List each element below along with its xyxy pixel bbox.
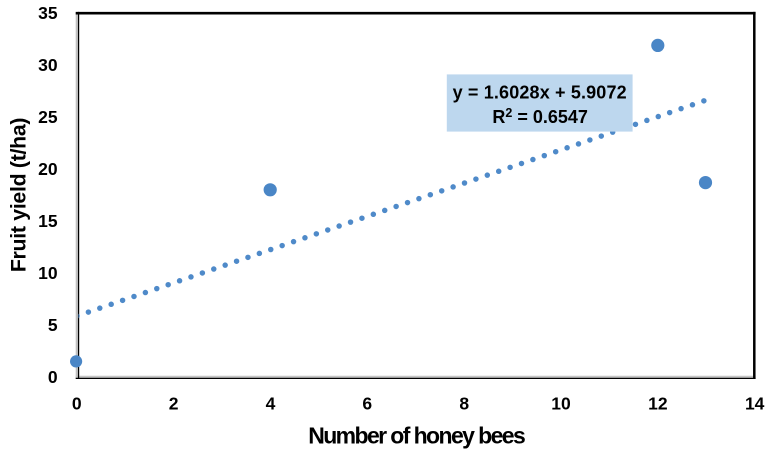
svg-text:10: 10: [38, 263, 58, 283]
svg-text:25: 25: [38, 107, 58, 127]
svg-text:10: 10: [551, 393, 571, 413]
svg-text:6: 6: [362, 393, 372, 413]
svg-text:12: 12: [648, 393, 668, 413]
svg-text:4: 4: [266, 393, 276, 413]
svg-text:15: 15: [38, 211, 58, 231]
svg-text:0: 0: [72, 393, 82, 413]
svg-text:0: 0: [48, 367, 58, 387]
svg-text:20: 20: [38, 159, 58, 179]
svg-text:14: 14: [745, 393, 765, 413]
svg-text:5: 5: [48, 315, 58, 335]
svg-text:y = 1.6028x + 5.9072: y = 1.6028x + 5.9072: [453, 83, 627, 103]
svg-text:35: 35: [38, 3, 58, 23]
svg-text:30: 30: [38, 55, 58, 75]
svg-text:Number of honey bees: Number of honey bees: [308, 423, 525, 449]
svg-text:Fruit yield (t/ha): Fruit yield (t/ha): [7, 118, 31, 273]
svg-text:2: 2: [169, 393, 179, 413]
svg-text:R2 = 0.6547: R2 = 0.6547: [492, 106, 588, 127]
svg-text:8: 8: [459, 393, 469, 413]
